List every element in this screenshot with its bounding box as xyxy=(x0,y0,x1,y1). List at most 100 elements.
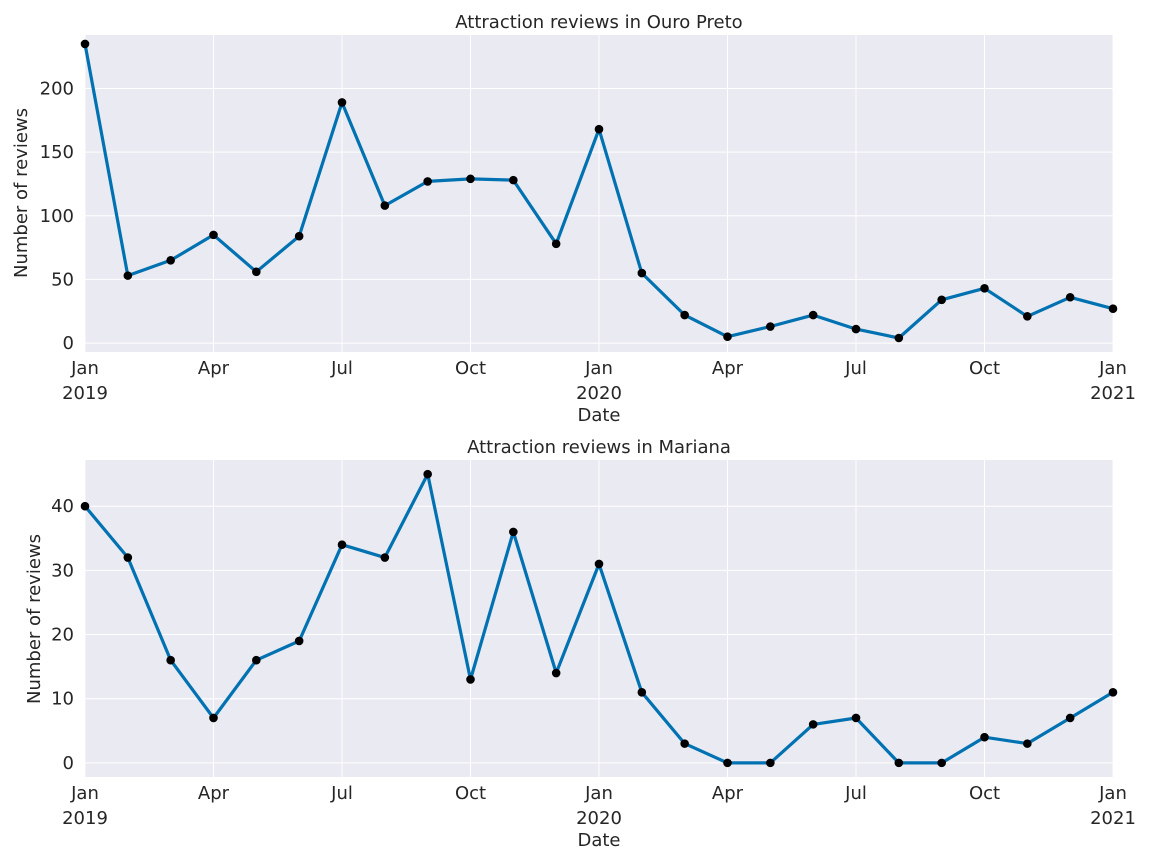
data-point xyxy=(123,553,133,562)
data-point xyxy=(723,332,732,342)
x-tick-label: Jan xyxy=(1098,358,1127,379)
x-tick-label: Apr xyxy=(712,783,744,804)
x-ticks: Jan 2019 Apr Jul Oct Jan 2020 Apr Jul Oct Jan 2021 xyxy=(62,783,1136,829)
data-point xyxy=(1065,713,1075,723)
x-tick-label: Oct xyxy=(969,783,1000,804)
x-tick-year-label: 2021 xyxy=(1090,808,1136,829)
data-point xyxy=(337,98,347,107)
data-point xyxy=(209,713,218,723)
y-ticks: 0 10 20 30 40 xyxy=(51,496,74,774)
data-point xyxy=(723,758,732,768)
x-tick-label: Jan xyxy=(584,783,613,804)
y-tick-label: 150 xyxy=(40,142,74,163)
series xyxy=(80,469,1118,768)
y-tick-label: 50 xyxy=(51,269,74,290)
y-tick-label: 30 xyxy=(51,560,74,581)
data-point xyxy=(1023,739,1032,748)
data-point xyxy=(252,267,261,277)
x-tick-label: Jul xyxy=(844,358,867,379)
data-point xyxy=(851,713,861,723)
y-tick-label: 40 xyxy=(51,496,74,517)
x-tick-year-label: 2021 xyxy=(1090,383,1136,404)
chart-mariana: 0 10 20 30 40 Jan 2019 Apr Jul Oct Jan 2020 Apr Jul O… xyxy=(24,437,1136,851)
data-point xyxy=(380,553,390,562)
x-tick-label: Apr xyxy=(198,783,230,804)
data-point xyxy=(980,732,989,742)
data-point xyxy=(766,758,775,768)
data-point xyxy=(166,655,175,665)
x-tick-label: Apr xyxy=(198,358,230,379)
x-tick-year-label: 2019 xyxy=(62,383,108,404)
data-point xyxy=(594,559,604,569)
x-tick-label: Jan xyxy=(70,358,99,379)
x-tick-label: Oct xyxy=(455,358,486,379)
data-point xyxy=(551,239,561,249)
x-axis-label: Date xyxy=(577,405,620,426)
data-point xyxy=(166,256,175,265)
data-point xyxy=(509,527,518,537)
y-ticks: 0 50 100 150 200 xyxy=(40,78,74,354)
x-tick-label: Oct xyxy=(455,783,486,804)
data-point xyxy=(937,758,946,768)
chart-title: Attraction reviews in Ouro Preto xyxy=(455,12,742,33)
x-axis-label: Date xyxy=(577,830,620,851)
data-point xyxy=(509,175,518,185)
data-point xyxy=(594,124,604,134)
y-axis-label: Number of reviews xyxy=(24,534,45,704)
y-tick-label: 0 xyxy=(63,333,74,354)
data-point xyxy=(1065,292,1075,302)
data-point xyxy=(937,295,946,305)
x-tick-label: Jan xyxy=(584,358,613,379)
y-tick-label: 10 xyxy=(51,689,74,710)
series xyxy=(80,39,1118,343)
x-tick-year-label: 2019 xyxy=(62,808,108,829)
data-point xyxy=(423,177,432,186)
data-point xyxy=(466,675,475,684)
data-point xyxy=(551,668,561,678)
data-point xyxy=(209,230,218,240)
data-point xyxy=(894,333,904,343)
data-point xyxy=(766,322,775,331)
chart-title: Attraction reviews in Mariana xyxy=(467,437,731,458)
data-point xyxy=(680,739,689,748)
x-tick-label: Jan xyxy=(70,783,99,804)
data-point xyxy=(637,687,647,697)
data-point xyxy=(808,720,818,729)
x-tick-label: Jul xyxy=(844,783,867,804)
data-point xyxy=(894,758,904,768)
data-point xyxy=(423,469,432,479)
data-point xyxy=(980,284,989,293)
y-tick-label: 100 xyxy=(40,206,74,227)
x-tick-year-label: 2020 xyxy=(576,808,622,829)
data-point xyxy=(680,310,689,320)
x-tick-year-label: 2020 xyxy=(576,383,622,404)
data-point xyxy=(294,231,304,241)
data-point xyxy=(1108,687,1118,697)
data-point xyxy=(80,501,90,511)
data-point xyxy=(123,271,133,280)
data-point xyxy=(294,636,304,646)
data-point xyxy=(851,324,861,334)
data-point xyxy=(80,39,90,49)
data-point xyxy=(1023,312,1032,321)
data-point xyxy=(1108,304,1118,314)
data-point xyxy=(466,174,475,184)
data-point xyxy=(337,540,347,550)
y-axis-label: Number of reviews xyxy=(11,108,32,278)
data-point xyxy=(252,655,261,665)
grid xyxy=(84,35,1114,352)
y-tick-label: 20 xyxy=(51,625,74,646)
x-tick-label: Jan xyxy=(1098,783,1127,804)
y-tick-label: 200 xyxy=(40,78,74,99)
x-tick-label: Apr xyxy=(712,358,744,379)
data-point xyxy=(808,310,818,320)
x-tick-label: Oct xyxy=(969,358,1000,379)
data-point xyxy=(380,201,390,210)
x-ticks: Jan 2019 Apr Jul Oct Jan 2020 Apr Jul Oct Jan 2021 xyxy=(62,358,1136,404)
y-tick-label: 0 xyxy=(63,753,74,774)
grid xyxy=(84,460,1114,777)
x-tick-label: Jul xyxy=(330,358,353,379)
data-point xyxy=(637,268,647,278)
